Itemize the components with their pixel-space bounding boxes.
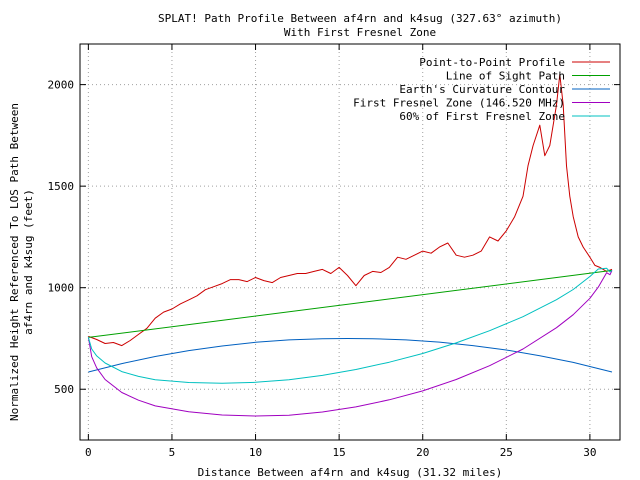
legend-label-1: Line of Sight Path (446, 70, 565, 83)
series-line-0 (88, 74, 613, 347)
plot-frame (79, 43, 621, 441)
legend-label-2: Earth's Curvature Contour (399, 83, 565, 96)
x-tick-label: 10 (249, 446, 262, 459)
data-series (87, 74, 613, 417)
x-tick-label: 0 (85, 446, 92, 459)
series-line-4 (87, 267, 613, 384)
series-line-1 (88, 269, 613, 338)
legend-label-0: Point-to-Point Profile (419, 56, 565, 69)
y-tick-label: 500 (54, 383, 74, 396)
x-tick-label: 5 (169, 446, 176, 459)
y-axis-label-line1: Normalized Height Referenced To LOS Path… (8, 103, 21, 421)
y-tick-label: 1000 (48, 282, 75, 295)
y-tick-label: 1500 (48, 180, 75, 193)
x-tick-label: 15 (333, 446, 346, 459)
series-line-2 (88, 338, 613, 373)
legend-label-4: 60% of First Fresnel Zone (399, 110, 565, 123)
x-tick-label: 30 (583, 446, 596, 459)
x-axis-label: Distance Between af4rn and k4sug (31.32 … (198, 466, 503, 479)
legend-label-3: First Fresnel Zone (146.520 MHz) (353, 97, 565, 110)
chart-subtitle: With First Fresnel Zone (284, 26, 436, 39)
chart-title: SPLAT! Path Profile Between af4rn and k4… (158, 12, 562, 25)
axis-ticks: 0 5 10 15 20 25 30 500 1000 1500 2000 (48, 44, 620, 459)
y-axis-label-line2: af4rn and k4sug (feet) (22, 189, 35, 335)
y-tick-label: 2000 (48, 79, 75, 92)
x-tick-label: 20 (416, 446, 429, 459)
x-tick-label: 25 (500, 446, 513, 459)
series-line-3 (87, 270, 613, 417)
